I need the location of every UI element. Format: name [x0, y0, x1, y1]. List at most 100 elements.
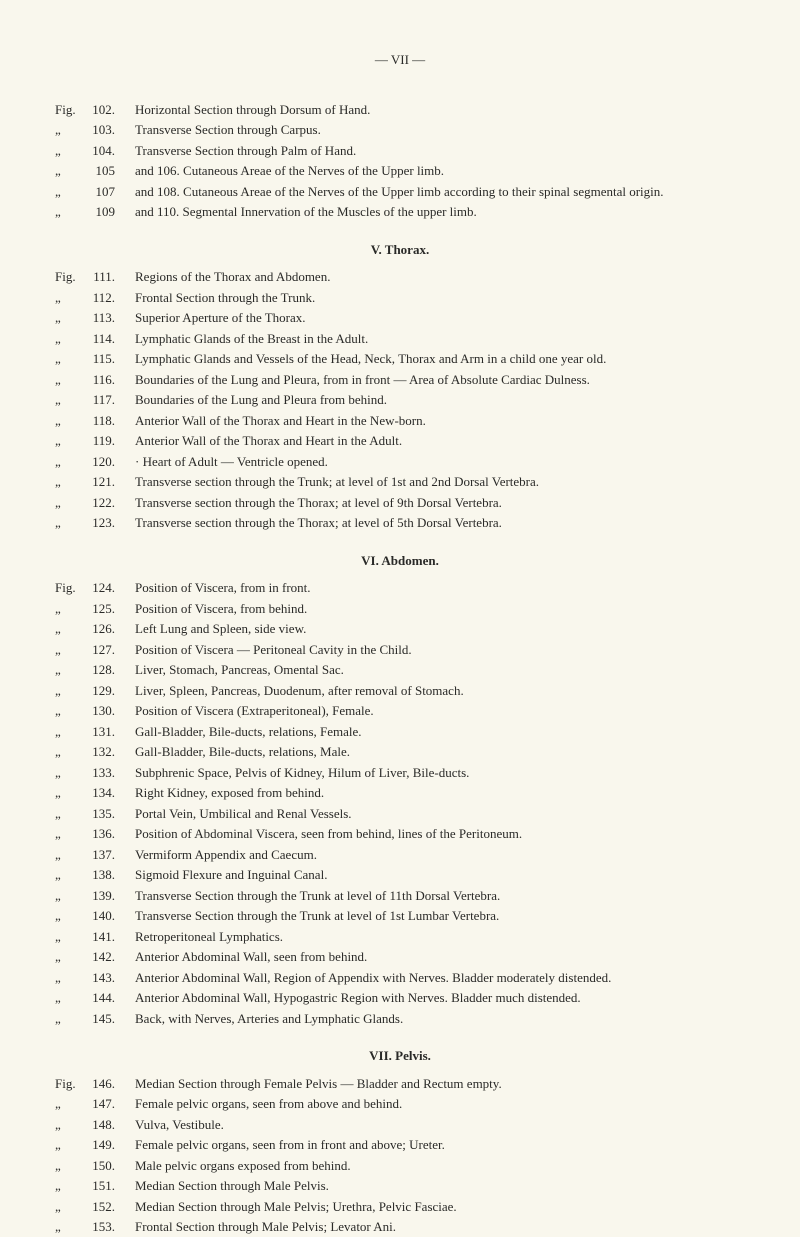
figure-description: Median Section through Male Pelvis; Uret…: [125, 1197, 745, 1217]
figure-description: Right Kidney, exposed from behind.: [125, 783, 745, 803]
figure-entry: „125.Position of Viscera, from behind.: [55, 599, 745, 619]
figure-label: „: [55, 1156, 85, 1176]
figure-description: Position of Viscera, from behind.: [125, 599, 745, 619]
figure-number: 138.: [85, 865, 121, 885]
figure-number: 114.: [85, 329, 121, 349]
figure-label: „: [55, 329, 85, 349]
figure-number: 139.: [85, 886, 121, 906]
figure-entry: „107and 108. Cutaneous Areae of the Nerv…: [55, 182, 745, 202]
figure-entry: Fig.146.Median Section through Female Pe…: [55, 1074, 745, 1094]
figure-entry: „152.Median Section through Male Pelvis;…: [55, 1197, 745, 1217]
figure-entry: „139.Transverse Section through the Trun…: [55, 886, 745, 906]
figure-number: 124.: [85, 578, 121, 598]
figure-number: 136.: [85, 824, 121, 844]
reference-column: „121.: [55, 472, 125, 492]
figure-label: „: [55, 742, 85, 762]
reference-column: „143.: [55, 968, 125, 988]
figure-description: Liver, Stomach, Pancreas, Omental Sac.: [125, 660, 745, 680]
figure-number: 150.: [85, 1156, 121, 1176]
figure-list: Fig.102.Horizontal Section through Dorsu…: [55, 100, 745, 1237]
reference-column: „116.: [55, 370, 125, 390]
figure-description: Transverse section through the Thorax; a…: [125, 513, 745, 533]
figure-description: Transverse section through the Trunk; at…: [125, 472, 745, 492]
reference-column: Fig.102.: [55, 100, 125, 120]
figure-description: Anterior Abdominal Wall, seen from behin…: [125, 947, 745, 967]
figure-entry: „105and 106. Cutaneous Areae of the Nerv…: [55, 161, 745, 181]
figure-description: Transverse Section through the Trunk at …: [125, 906, 745, 926]
figure-entry: „131.Gall-Bladder, Bile-ducts, relations…: [55, 722, 745, 742]
figure-description: Boundaries of the Lung and Pleura, from …: [125, 370, 745, 390]
figure-number: 135.: [85, 804, 121, 824]
figure-number: 122.: [85, 493, 121, 513]
figure-number: 128.: [85, 660, 121, 680]
figure-number: 119.: [85, 431, 121, 451]
reference-column: „148.: [55, 1115, 125, 1135]
figure-entry: „140.Transverse Section through the Trun…: [55, 906, 745, 926]
reference-column: „135.: [55, 804, 125, 824]
figure-label: „: [55, 886, 85, 906]
figure-label: Fig.: [55, 267, 85, 287]
figure-number: 127.: [85, 640, 121, 660]
figure-entry: „104.Transverse Section through Palm of …: [55, 141, 745, 161]
figure-description: Back, with Nerves, Arteries and Lymphati…: [125, 1009, 745, 1029]
figure-description: Subphrenic Space, Pelvis of Kidney, Hilu…: [125, 763, 745, 783]
reference-column: „112.: [55, 288, 125, 308]
figure-entry: „148.Vulva, Vestibule.: [55, 1115, 745, 1135]
figure-description: Frontal Section through the Trunk.: [125, 288, 745, 308]
reference-column: „107: [55, 182, 125, 202]
reference-column: „149.: [55, 1135, 125, 1155]
figure-entry: „109and 110. Segmental Innervation of th…: [55, 202, 745, 222]
reference-column: „141.: [55, 927, 125, 947]
figure-number: 116.: [85, 370, 121, 390]
figure-description: Anterior Wall of the Thorax and Heart in…: [125, 411, 745, 431]
figure-number: 111.: [85, 267, 121, 287]
figure-description: · Heart of Adult — Ventricle opened.: [125, 452, 745, 472]
figure-number: 141.: [85, 927, 121, 947]
reference-column: „127.: [55, 640, 125, 660]
figure-description: Transverse Section through Palm of Hand.: [125, 141, 745, 161]
figure-number: 152.: [85, 1197, 121, 1217]
figure-description: and 106. Cutaneous Areae of the Nerves o…: [125, 161, 745, 181]
section-heading: V. Thorax.: [55, 240, 745, 260]
figure-number: 143.: [85, 968, 121, 988]
figure-description: Sigmoid Flexure and Inguinal Canal.: [125, 865, 745, 885]
figure-number: 118.: [85, 411, 121, 431]
figure-description: and 110. Segmental Innervation of the Mu…: [125, 202, 745, 222]
figure-label: „: [55, 824, 85, 844]
figure-number: 140.: [85, 906, 121, 926]
reference-column: Fig.124.: [55, 578, 125, 598]
reference-column: „103.: [55, 120, 125, 140]
figure-entry: „150.Male pelvic organs exposed from beh…: [55, 1156, 745, 1176]
figure-label: „: [55, 308, 85, 328]
figure-entry: „149.Female pelvic organs, seen from in …: [55, 1135, 745, 1155]
figure-number: 102.: [85, 100, 121, 120]
figure-description: Position of Viscera, from in front.: [125, 578, 745, 598]
figure-number: 105: [85, 161, 121, 181]
figure-number: 132.: [85, 742, 121, 762]
reference-column: „144.: [55, 988, 125, 1008]
figure-label: „: [55, 390, 85, 410]
figure-label: „: [55, 1135, 85, 1155]
figure-label: „: [55, 161, 85, 181]
figure-number: 129.: [85, 681, 121, 701]
figure-entry: „141.Retroperitoneal Lymphatics.: [55, 927, 745, 947]
reference-column: „134.: [55, 783, 125, 803]
figure-number: 151.: [85, 1176, 121, 1196]
figure-description: Vermiform Appendix and Caecum.: [125, 845, 745, 865]
reference-column: „126.: [55, 619, 125, 639]
reference-column: „140.: [55, 906, 125, 926]
reference-column: „145.: [55, 1009, 125, 1029]
figure-entry: Fig.102.Horizontal Section through Dorsu…: [55, 100, 745, 120]
figure-label: „: [55, 599, 85, 619]
figure-number: 113.: [85, 308, 121, 328]
figure-description: Median Section through Male Pelvis.: [125, 1176, 745, 1196]
figure-description: Anterior Abdominal Wall, Region of Appen…: [125, 968, 745, 988]
figure-label: „: [55, 431, 85, 451]
figure-label: „: [55, 845, 85, 865]
figure-entry: „126.Left Lung and Spleen, side view.: [55, 619, 745, 639]
figure-label: „: [55, 1197, 85, 1217]
figure-entry: „122.Transverse section through the Thor…: [55, 493, 745, 513]
reference-column: „119.: [55, 431, 125, 451]
reference-column: „129.: [55, 681, 125, 701]
figure-label: „: [55, 619, 85, 639]
